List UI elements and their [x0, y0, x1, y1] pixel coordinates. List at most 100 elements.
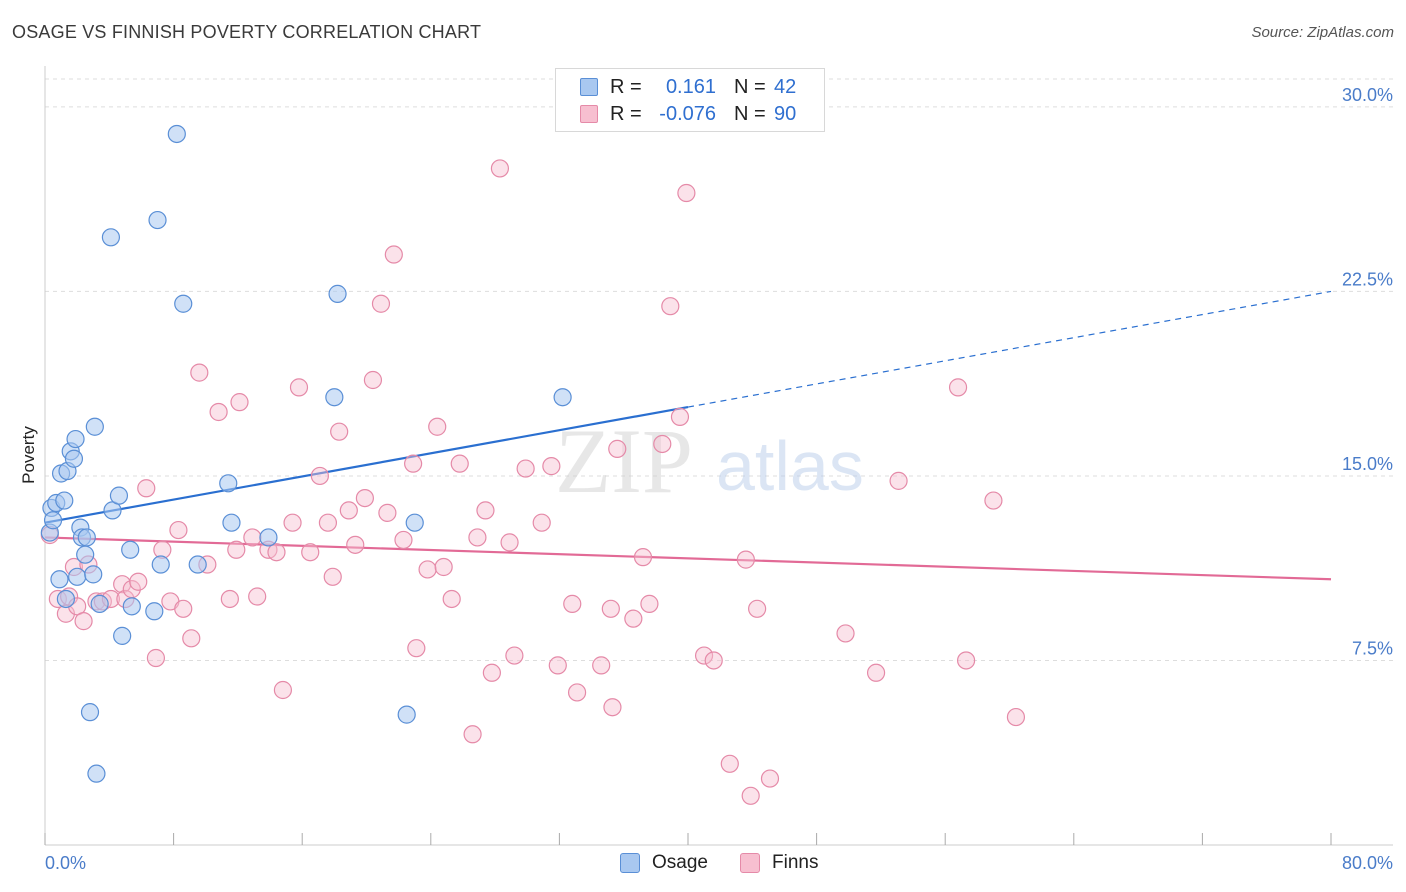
finns-point [310, 466, 329, 486]
finns-point [129, 572, 148, 591]
legend-row-finns: R = -0.076 N = 90 [580, 102, 796, 126]
gridlines [45, 78, 1393, 661]
osage-point [122, 597, 141, 616]
chart-source: Source: ZipAtlas.com [1251, 24, 1394, 41]
bottom-legend-osage: Osage [620, 852, 708, 874]
finns-point [1006, 707, 1026, 727]
finns-point [542, 457, 561, 476]
finns-point [301, 543, 320, 562]
finns-point [267, 543, 286, 562]
osage-points [40, 124, 572, 783]
osage-point [76, 545, 95, 564]
legend-n-label: N = [734, 75, 766, 98]
finns-point [248, 587, 267, 606]
osage-point [405, 513, 424, 532]
osage-point [109, 486, 129, 505]
osage-point [80, 703, 100, 722]
osage-point [43, 511, 63, 530]
y-tick-label: 22.5% [1342, 269, 1393, 289]
osage-point [222, 513, 241, 532]
bottom-legend-finns-label: Finns [772, 852, 819, 873]
legend-r-label: R = [610, 75, 642, 98]
osage-point [64, 449, 84, 468]
finns-point [704, 651, 723, 670]
finns-point [434, 557, 453, 577]
osage-point [77, 528, 96, 547]
osage-point [50, 570, 69, 589]
finns-point [866, 663, 886, 682]
osage-swatch [580, 78, 598, 96]
finns-point [984, 491, 1003, 510]
osage-point [328, 284, 347, 303]
osage-point [113, 626, 132, 645]
osage-point [151, 555, 170, 574]
finns-point [563, 594, 582, 613]
finns-point [209, 402, 228, 422]
finns-point [956, 651, 976, 670]
axes [44, 66, 1393, 846]
bottom-legend: Osage Finns [0, 852, 1406, 878]
finns-point [174, 599, 193, 618]
osage-point [174, 294, 193, 313]
osage-point [56, 589, 75, 609]
osage-point [325, 388, 344, 407]
finns-point [490, 159, 510, 178]
trendlines [44, 290, 1332, 581]
finns-point [283, 513, 302, 532]
finns-point [323, 567, 342, 586]
finns-point [243, 528, 262, 547]
osage-point [188, 555, 207, 574]
legend-n-label: N = [734, 102, 766, 125]
legend-r-value: 0.161 [665, 75, 716, 98]
finns-swatch [740, 853, 760, 873]
finns-point [394, 530, 413, 550]
finns-point [273, 680, 293, 700]
finns-point [371, 294, 391, 313]
finns-point [146, 648, 166, 668]
y-tick-label: 15.0% [1342, 454, 1393, 474]
finns-point [137, 479, 156, 498]
finns-points [40, 159, 1026, 805]
finns-point [363, 370, 383, 390]
finns-point [289, 378, 309, 397]
legend-row-osage: R = 0.161 N = 42 [580, 75, 796, 99]
finns-point [463, 725, 482, 744]
finns-point [640, 594, 659, 613]
finns-point [548, 656, 567, 675]
finns-point [442, 589, 461, 609]
finns-point [736, 550, 755, 569]
finns-point [720, 754, 739, 773]
osage-point [68, 567, 87, 586]
osage-point [84, 565, 103, 584]
osage-point [85, 417, 104, 436]
finns-point [653, 434, 672, 454]
finns-point [505, 646, 524, 665]
finns-point [633, 548, 653, 567]
tick-labels: 7.5% 15.0% 22.5% 30.0% 0.0% 80.0% [45, 85, 1393, 873]
finns-point [948, 378, 968, 397]
finns-point [670, 407, 690, 427]
finns-point [450, 454, 469, 473]
osage-point [55, 491, 74, 510]
legend-r-value: -0.076 [659, 102, 716, 125]
legend: R = 0.161 N = 42 R = -0.076 N = 90 [555, 68, 825, 132]
finns-point [748, 599, 767, 618]
finns-point [74, 612, 93, 631]
watermark-zip: ZIP [555, 410, 693, 512]
finns-point [532, 513, 551, 532]
finns-point [694, 646, 714, 665]
finns-point [404, 454, 423, 473]
finns-point [418, 560, 437, 579]
finns-point [476, 501, 495, 520]
finns-point [601, 599, 620, 618]
finns-point [889, 471, 908, 490]
finns-point [230, 393, 249, 412]
x-tick-label: 0.0% [45, 853, 86, 873]
finns-point [661, 297, 680, 316]
finns-point [468, 528, 487, 547]
finns-point [384, 245, 403, 264]
finns-trendline [44, 536, 1332, 581]
osage-point [66, 429, 85, 449]
finns-point [516, 459, 535, 478]
